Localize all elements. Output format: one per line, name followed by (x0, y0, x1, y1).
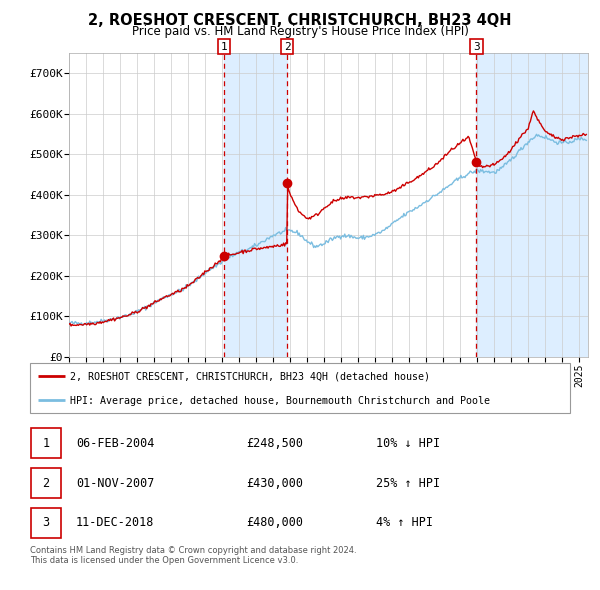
FancyBboxPatch shape (31, 468, 61, 498)
Text: HPI: Average price, detached house, Bournemouth Christchurch and Poole: HPI: Average price, detached house, Bour… (71, 396, 491, 406)
Text: 2: 2 (284, 41, 290, 51)
Text: 3: 3 (473, 41, 480, 51)
Text: This data is licensed under the Open Government Licence v3.0.: This data is licensed under the Open Gov… (30, 556, 298, 565)
FancyBboxPatch shape (30, 363, 570, 413)
Bar (476, 53, 588, 357)
Text: 2: 2 (43, 477, 49, 490)
Text: 3: 3 (43, 516, 49, 529)
Text: 1: 1 (220, 41, 227, 51)
FancyBboxPatch shape (31, 508, 61, 538)
Text: 1: 1 (43, 437, 49, 450)
Text: Price paid vs. HM Land Registry's House Price Index (HPI): Price paid vs. HM Land Registry's House … (131, 25, 469, 38)
Text: £430,000: £430,000 (246, 477, 303, 490)
Bar (224, 53, 287, 357)
Text: 2, ROESHOT CRESCENT, CHRISTCHURCH, BH23 4QH: 2, ROESHOT CRESCENT, CHRISTCHURCH, BH23 … (88, 13, 512, 28)
Text: 4% ↑ HPI: 4% ↑ HPI (376, 516, 433, 529)
FancyBboxPatch shape (31, 428, 61, 458)
Text: 01-NOV-2007: 01-NOV-2007 (76, 477, 154, 490)
Text: £248,500: £248,500 (246, 437, 303, 450)
Text: 10% ↓ HPI: 10% ↓ HPI (376, 437, 440, 450)
Text: 06-FEB-2004: 06-FEB-2004 (76, 437, 154, 450)
Text: £480,000: £480,000 (246, 516, 303, 529)
Text: 11-DEC-2018: 11-DEC-2018 (76, 516, 154, 529)
Text: Contains HM Land Registry data © Crown copyright and database right 2024.: Contains HM Land Registry data © Crown c… (30, 546, 356, 555)
Text: 25% ↑ HPI: 25% ↑ HPI (376, 477, 440, 490)
Text: 2, ROESHOT CRESCENT, CHRISTCHURCH, BH23 4QH (detached house): 2, ROESHOT CRESCENT, CHRISTCHURCH, BH23 … (71, 372, 431, 382)
